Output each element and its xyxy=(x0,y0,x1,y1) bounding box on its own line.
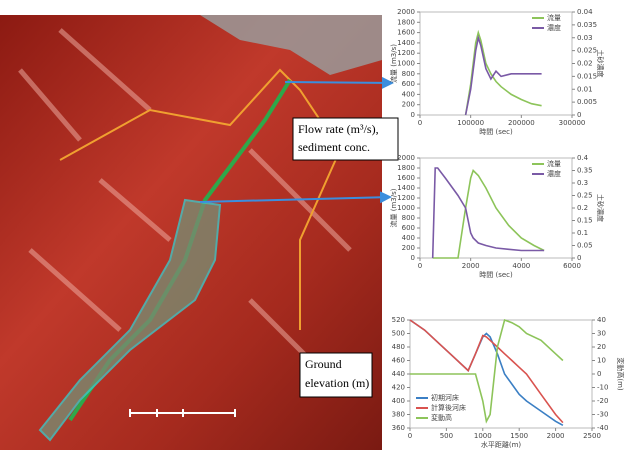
legend-label: 計算後河床 xyxy=(431,403,466,412)
y-tick-label: 1400 xyxy=(397,39,415,47)
y2-tick-label: 0.1 xyxy=(577,229,588,237)
y-tick-label: 1800 xyxy=(397,164,415,172)
y2-tick-label: 40 xyxy=(597,316,606,324)
x-tick-label: 2000 xyxy=(462,262,480,270)
y2-tick-label: 10 xyxy=(597,357,606,365)
y2-tick-label: 0.01 xyxy=(577,85,593,93)
y2-tick-label: -40 xyxy=(597,424,608,432)
x-tick-label: 0 xyxy=(408,432,412,440)
y-tick-label: 380 xyxy=(392,411,405,419)
annotation: Flow rate (m³/s), xyxy=(298,122,379,136)
x-tick-label: 100000 xyxy=(457,119,484,127)
legend-label: 変動高 xyxy=(431,413,452,422)
annotation: elevation (m) xyxy=(305,376,369,390)
y2-tick-label: 0.015 xyxy=(577,72,597,80)
legend-label: 濃度 xyxy=(547,169,561,178)
y-tick-label: 440 xyxy=(392,370,405,378)
x-axis-label: 時間 (sec) xyxy=(479,271,513,279)
y-tick-label: 1200 xyxy=(397,194,415,202)
legend-label: 初期河床 xyxy=(431,393,459,402)
x-tick-label: 200000 xyxy=(508,119,535,127)
y-tick-label: 200 xyxy=(402,101,415,109)
y-tick-label: 360 xyxy=(392,424,405,432)
y2-tick-label: 0 xyxy=(597,370,601,378)
y-axis-label: 流量 (m3/s) xyxy=(389,188,398,227)
y2-axis-label: 土砂濃度 xyxy=(596,50,605,78)
x-tick-label: 500 xyxy=(440,432,453,440)
y2-tick-label: 0.35 xyxy=(577,167,593,175)
y2-tick-label: 0.25 xyxy=(577,192,593,200)
y2-tick-label: 0.03 xyxy=(577,34,593,42)
x-axis-label: 水平距離(m) xyxy=(481,440,522,449)
y-tick-label: 480 xyxy=(392,343,405,351)
x-tick-label: 2500 xyxy=(583,432,601,440)
y-tick-label: 400 xyxy=(402,90,415,98)
y-tick-label: 400 xyxy=(392,397,405,405)
y-tick-label: 1000 xyxy=(397,60,415,68)
y-tick-label: 2000 xyxy=(397,154,415,162)
annotation: Ground xyxy=(305,357,342,371)
y2-tick-label: -20 xyxy=(597,397,608,405)
y2-tick-label: 0.05 xyxy=(577,242,593,250)
y2-tick-label: 0.4 xyxy=(577,154,589,162)
y-tick-label: 600 xyxy=(402,224,415,232)
y2-tick-label: 0.3 xyxy=(577,179,588,187)
y-tick-label: 2000 xyxy=(397,8,415,16)
y-tick-label: 1600 xyxy=(397,29,415,37)
y2-tick-label: 0.04 xyxy=(577,8,593,16)
y-tick-label: 1200 xyxy=(397,49,415,57)
y2-tick-label: 0.2 xyxy=(577,204,588,212)
y-tick-label: 800 xyxy=(402,214,415,222)
y2-axis-label: 土砂濃度 xyxy=(596,194,605,222)
y2-tick-label: 0.025 xyxy=(577,47,597,55)
legend-label: 濃度 xyxy=(547,23,561,32)
y-tick-label: 0 xyxy=(411,111,415,119)
x-tick-label: 2000 xyxy=(547,432,565,440)
x-tick-label: 1500 xyxy=(510,432,528,440)
y-tick-label: 1800 xyxy=(397,18,415,26)
y2-tick-label: 0.035 xyxy=(577,21,597,29)
series-line xyxy=(433,168,544,258)
y2-tick-label: -30 xyxy=(597,411,608,419)
figure: Flow rate (m³/s), sediment conc. Ground … xyxy=(0,0,626,450)
y-tick-label: 600 xyxy=(402,80,415,88)
y-tick-label: 400 xyxy=(402,234,415,242)
x-tick-label: 1000 xyxy=(474,432,492,440)
x-tick-label: 6000 xyxy=(563,262,581,270)
y2-tick-label: 0.02 xyxy=(577,60,593,68)
annotation: sediment conc. xyxy=(298,140,370,154)
legend-label: 流量 xyxy=(547,13,561,22)
y-tick-label: 500 xyxy=(392,330,405,338)
x-tick-label: 4000 xyxy=(512,262,530,270)
x-tick-label: 0 xyxy=(418,119,422,127)
x-axis-label: 時間 (sec) xyxy=(479,128,513,136)
y2-tick-label: -10 xyxy=(597,384,608,392)
y-tick-label: 460 xyxy=(392,357,405,365)
y2-tick-label: 20 xyxy=(597,343,606,351)
y2-tick-label: 0.15 xyxy=(577,217,593,225)
y2-tick-label: 0 xyxy=(577,254,581,262)
y-tick-label: 1600 xyxy=(397,174,415,182)
y-axis-label: 流量 (m3/s) xyxy=(389,44,398,83)
y-tick-label: 1400 xyxy=(397,184,415,192)
x-tick-label: 0 xyxy=(418,262,422,270)
y-tick-label: 420 xyxy=(392,384,405,392)
y2-tick-label: 0 xyxy=(577,111,581,119)
y-tick-label: 200 xyxy=(402,244,415,252)
y-tick-label: 520 xyxy=(392,316,405,324)
y-tick-label: 0 xyxy=(411,254,415,262)
x-tick-label: 300000 xyxy=(559,119,586,127)
y-tick-label: 1000 xyxy=(397,204,415,212)
legend-label: 流量 xyxy=(547,159,561,168)
y2-axis-label: 変動高(m) xyxy=(616,357,625,391)
y2-tick-label: 30 xyxy=(597,330,606,338)
y-tick-label: 800 xyxy=(402,70,415,78)
y2-tick-label: 0.005 xyxy=(577,98,597,106)
